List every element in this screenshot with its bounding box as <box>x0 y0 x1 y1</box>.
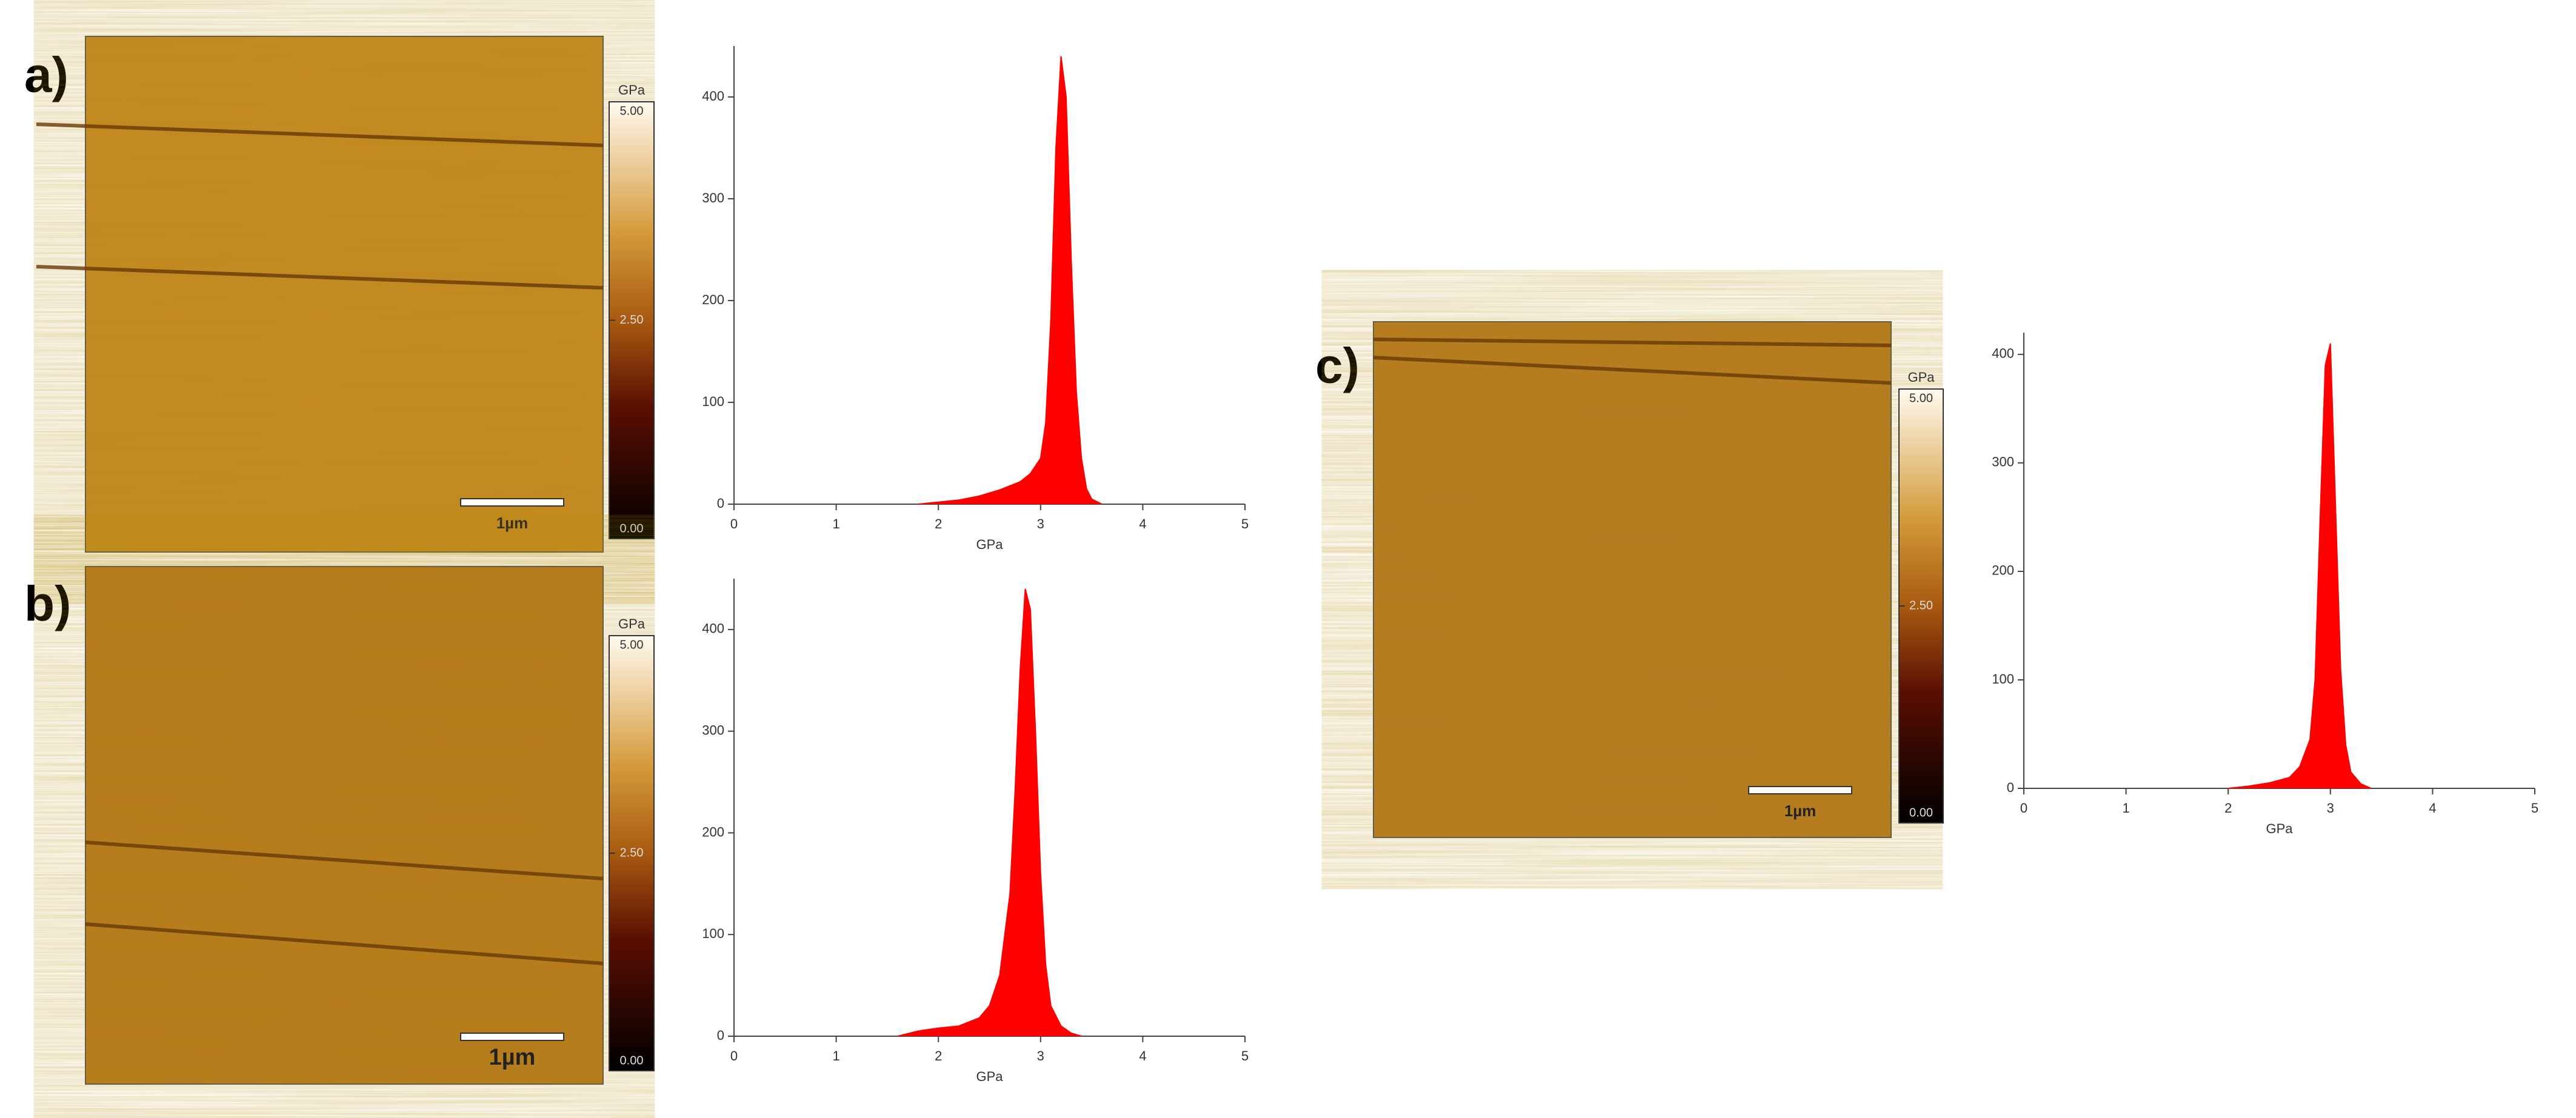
colorbar-tick-label: 0.00 <box>620 1054 644 1067</box>
x-tick-label: 5 <box>1241 1048 1249 1063</box>
x-tick-label: 3 <box>1037 516 1044 531</box>
y-tick-label: 200 <box>702 824 724 839</box>
colorbar-unit: GPa <box>618 82 646 98</box>
afm-texture <box>85 36 603 552</box>
y-tick-label: 0 <box>717 1028 724 1043</box>
colorbar-tick-label: 2.50 <box>1909 599 1933 612</box>
x-tick-label: 1 <box>832 516 839 531</box>
colorbar-tick-label: 5.00 <box>1909 391 1933 405</box>
x-tick-label: 2 <box>2224 800 2232 816</box>
colorbar <box>1898 388 1944 824</box>
x-tick-label: 3 <box>2327 800 2334 816</box>
histogram-area <box>897 588 1082 1037</box>
afm-streak <box>36 265 604 290</box>
y-tick-label: 400 <box>1992 346 2014 361</box>
panel-label: c) <box>1315 339 1360 394</box>
x-tick-label: 1 <box>832 1048 839 1063</box>
x-tick-label: 5 <box>2531 800 2538 816</box>
afm-streak <box>1373 338 1892 347</box>
y-tick-label: 100 <box>702 394 724 409</box>
y-tick-label: 400 <box>702 88 724 104</box>
x-tick-label: 1 <box>2122 800 2129 816</box>
y-tick-label: 200 <box>702 292 724 307</box>
colorbar-tick-label: 5.00 <box>620 638 644 651</box>
y-tick-label: 200 <box>1992 563 2014 578</box>
x-tick-label: 0 <box>730 1048 738 1063</box>
x-tick-label: 0 <box>2020 800 2027 816</box>
scale-bar-label: 1µm <box>1784 802 1817 820</box>
x-tick-label: 4 <box>1139 516 1146 531</box>
x-axis-label: GPa <box>976 1069 1003 1084</box>
x-tick-label: 2 <box>935 516 942 531</box>
x-tick-label: 3 <box>1037 1048 1044 1063</box>
scale-bar <box>460 1033 564 1041</box>
scale-bar <box>460 498 564 507</box>
colorbar-tick-label: 2.50 <box>620 313 644 327</box>
y-tick-label: 100 <box>702 926 724 941</box>
scale-bar-label: 1µm <box>496 514 529 532</box>
x-tick-label: 2 <box>935 1048 942 1063</box>
panel-label: a) <box>24 48 68 103</box>
x-tick-label: 4 <box>2429 800 2436 816</box>
colorbar-tick-label: 0.00 <box>1909 806 1933 819</box>
y-tick-label: 0 <box>2007 780 2014 795</box>
x-axis-label: GPa <box>2266 821 2293 836</box>
panel-label: b) <box>24 577 71 632</box>
colorbar-tick-label: 2.50 <box>620 846 644 859</box>
afm-texture <box>1373 322 1891 837</box>
colorbar-tick-label: 0.00 <box>620 522 644 535</box>
afm-streak <box>85 840 604 880</box>
y-tick-label: 0 <box>717 496 724 511</box>
scale-bar-label: 1µm <box>489 1045 536 1070</box>
y-tick-label: 100 <box>1992 671 2014 687</box>
scale-bar <box>1748 786 1852 794</box>
histogram-area <box>2228 343 2372 789</box>
y-tick-label: 300 <box>702 190 724 205</box>
x-tick-label: 0 <box>730 516 738 531</box>
x-tick-label: 4 <box>1139 1048 1146 1063</box>
colorbar-unit: GPa <box>1907 370 1935 385</box>
x-tick-label: 5 <box>1241 516 1249 531</box>
y-tick-label: 300 <box>702 722 724 737</box>
colorbar-tick-label: 5.00 <box>620 104 644 118</box>
colorbar-unit: GPa <box>618 616 646 631</box>
afm-streak <box>1373 356 1892 385</box>
afm-streak <box>36 122 604 147</box>
y-tick-label: 400 <box>702 621 724 636</box>
colorbar <box>609 101 655 539</box>
y-tick-label: 300 <box>1992 454 2014 470</box>
afm-streak <box>85 922 604 965</box>
histogram-area <box>918 56 1103 505</box>
x-axis-label: GPa <box>976 537 1003 552</box>
afm-texture <box>85 567 603 1084</box>
